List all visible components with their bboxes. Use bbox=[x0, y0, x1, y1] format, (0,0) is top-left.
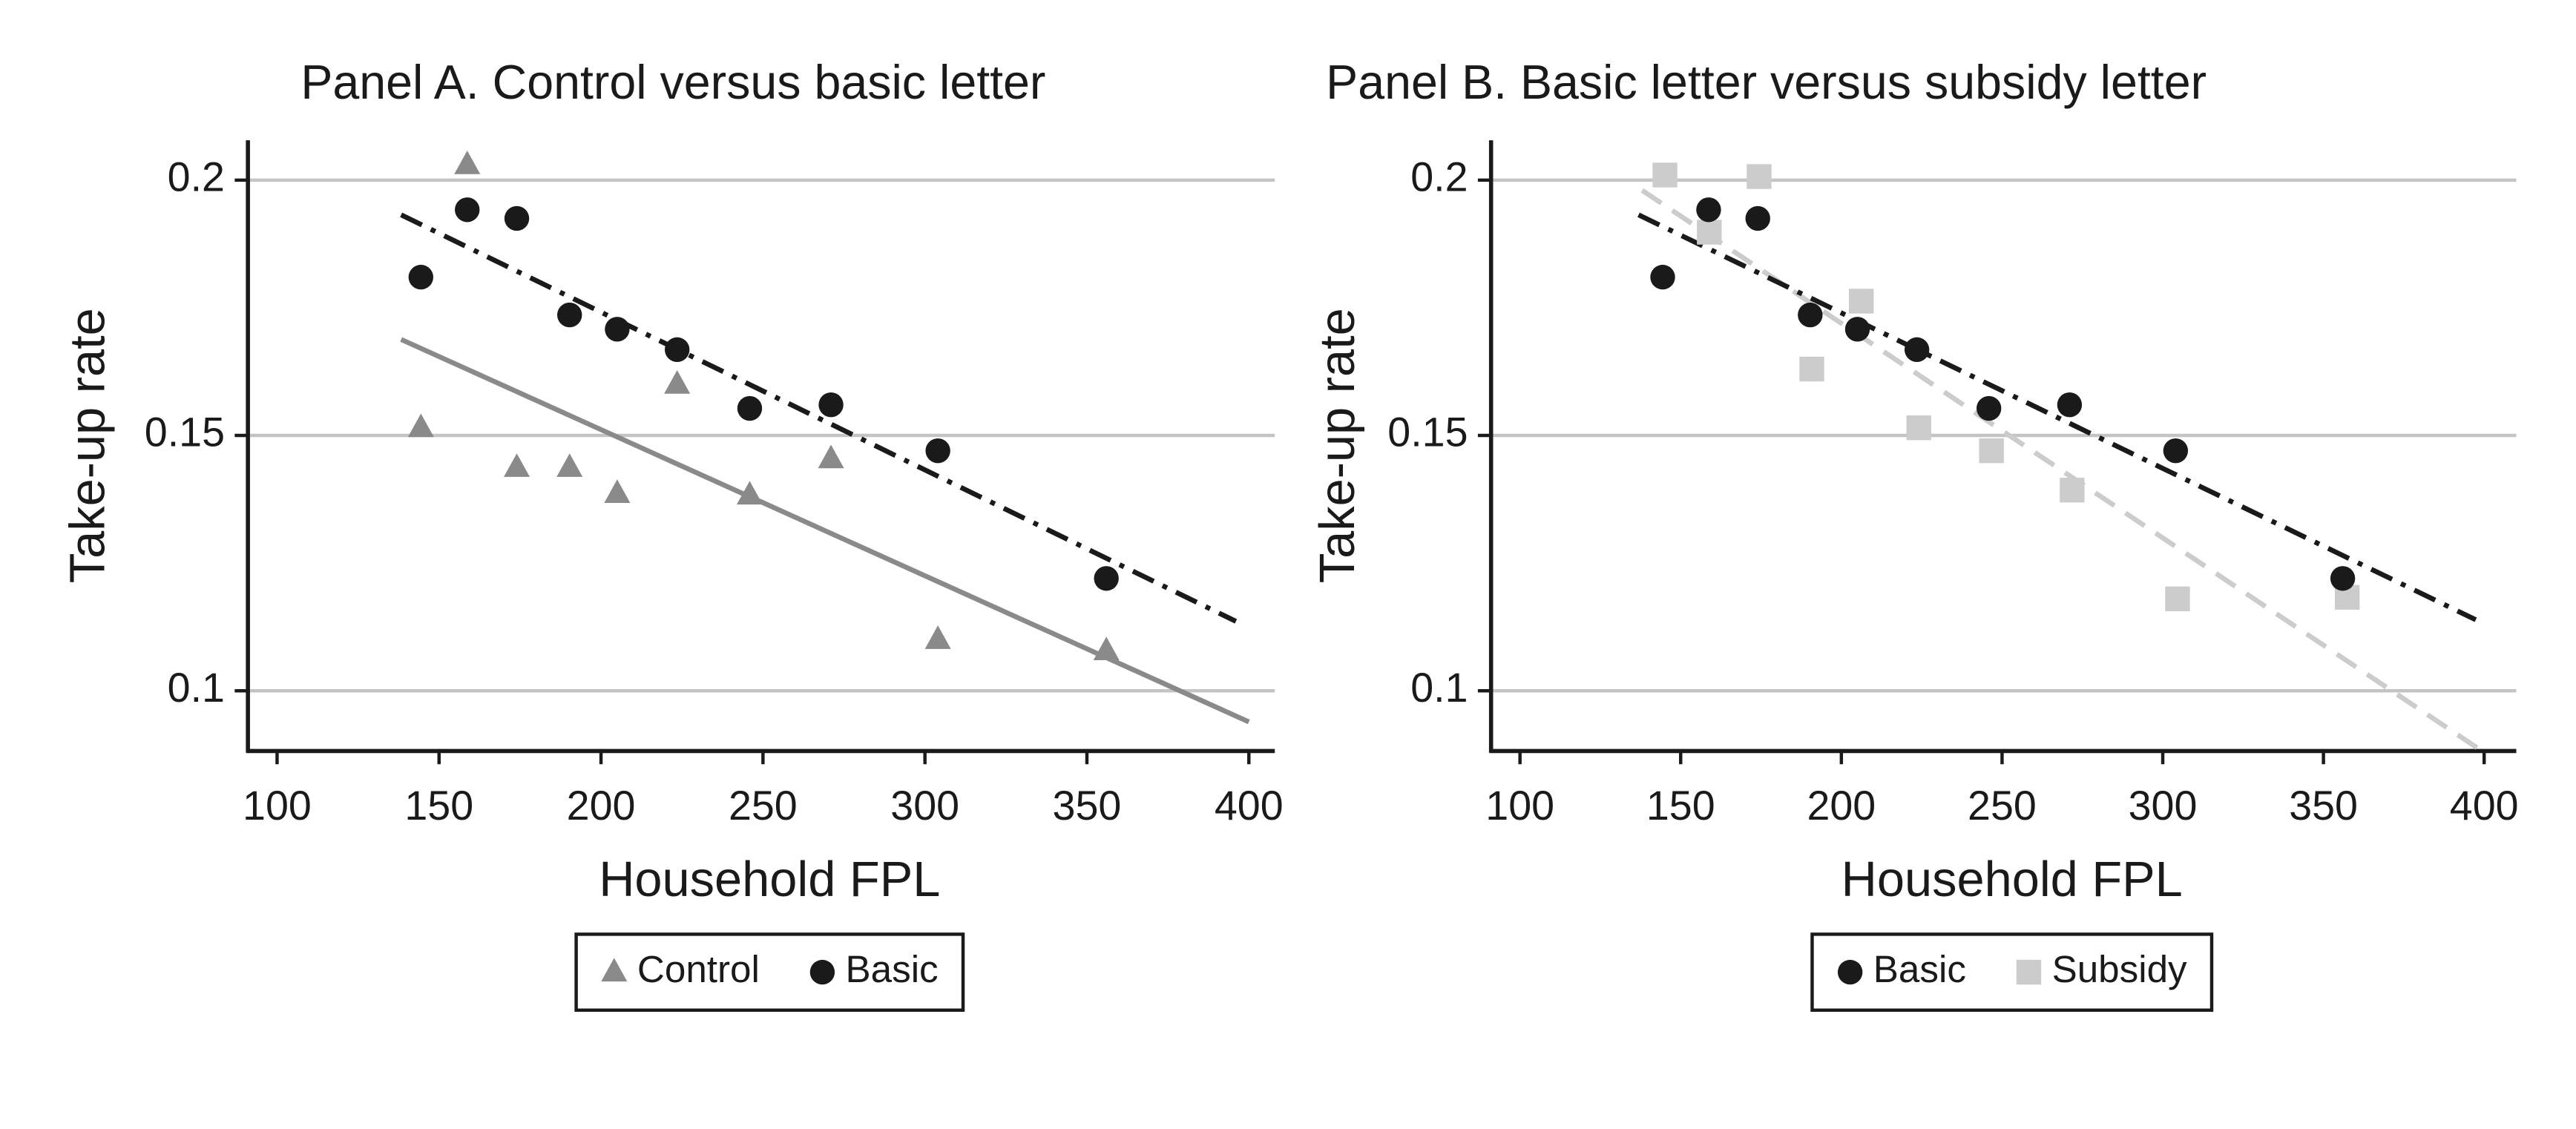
fit-line bbox=[1637, 212, 2477, 622]
fit-line bbox=[1640, 188, 2489, 757]
marker-square bbox=[1906, 415, 1931, 441]
marker-square bbox=[1799, 356, 1824, 382]
x-tick-label: 200 bbox=[1807, 783, 1876, 829]
x-tick-label: 400 bbox=[1215, 783, 1284, 829]
marker-triangle bbox=[664, 369, 691, 394]
x-tick-label: 250 bbox=[729, 783, 798, 829]
x-tick-label: 150 bbox=[404, 783, 473, 829]
marker-circle bbox=[557, 302, 582, 328]
y-axis-label: Take-up rate bbox=[60, 308, 115, 583]
marker-circle bbox=[1798, 302, 1823, 328]
x-tick-label: 300 bbox=[2129, 783, 2198, 829]
marker-square bbox=[2016, 959, 2042, 985]
x-axis-label: Household FPL bbox=[599, 852, 940, 907]
x-tick-label: 400 bbox=[2450, 783, 2519, 829]
x-tick-label: 200 bbox=[567, 783, 636, 829]
legend-box bbox=[574, 932, 965, 1013]
marker-square bbox=[2060, 477, 2085, 503]
marker-circle bbox=[1844, 317, 1870, 342]
marker-square bbox=[2165, 586, 2190, 611]
x-tick-label: 350 bbox=[1053, 783, 1122, 829]
panel: Panel A. Control versus basic letter 0.1 0… bbox=[60, 56, 1284, 1013]
legend: Control Basic bbox=[574, 932, 965, 1013]
marker-circle bbox=[1094, 566, 1119, 591]
fit-line bbox=[400, 212, 1238, 624]
marker-square bbox=[1652, 162, 1678, 188]
x-tick-label: 100 bbox=[1485, 783, 1554, 829]
legend-label: Basic bbox=[846, 948, 939, 990]
marker-square bbox=[1849, 289, 1874, 314]
marker-circle bbox=[809, 959, 835, 985]
x-tick-label: 250 bbox=[1968, 783, 2037, 829]
legend-label: Basic bbox=[1873, 948, 1966, 990]
marker-circle bbox=[455, 197, 480, 223]
marker-triangle bbox=[1093, 636, 1120, 661]
y-tick-label: 0.1 bbox=[1410, 665, 1468, 711]
marker-circle bbox=[504, 205, 530, 231]
marker-square bbox=[1979, 438, 2004, 464]
y-tick-label: 0.2 bbox=[168, 154, 225, 200]
marker-circle bbox=[1904, 337, 1930, 363]
marker-triangle bbox=[604, 479, 631, 504]
legend-label: Control bbox=[637, 948, 760, 990]
marker-circle bbox=[664, 337, 690, 363]
marker-circle bbox=[408, 264, 433, 290]
y-tick-label: 0.1 bbox=[168, 665, 225, 711]
marker-triangle bbox=[407, 413, 434, 438]
marker-circle bbox=[1837, 959, 1863, 985]
marker-circle bbox=[1696, 197, 1721, 223]
x-tick-label: 350 bbox=[2289, 783, 2358, 829]
x-tick-label: 100 bbox=[243, 783, 312, 829]
x-axis-label: Household FPL bbox=[1841, 852, 2183, 907]
y-tick-label: 0.15 bbox=[1387, 409, 1468, 455]
legend-label: Subsidy bbox=[2052, 948, 2187, 990]
marker-triangle bbox=[504, 453, 530, 477]
marker-circle bbox=[2057, 392, 2083, 418]
marker-circle bbox=[2163, 438, 2189, 464]
marker-triangle bbox=[454, 150, 481, 174]
y-tick-label: 0.15 bbox=[145, 409, 225, 455]
marker-circle bbox=[818, 392, 844, 418]
marker-circle bbox=[925, 438, 950, 464]
y-axis-label: Take-up rate bbox=[1310, 308, 1365, 583]
x-tick-label: 150 bbox=[1646, 783, 1715, 829]
panel-title: Panel B. Basic letter versus subsidy let… bbox=[1326, 56, 2207, 109]
marker-circle bbox=[1650, 264, 1675, 290]
panel: Panel B. Basic letter versus subsidy let… bbox=[1310, 56, 2519, 1013]
marker-circle bbox=[1745, 205, 1770, 231]
legend-box bbox=[1810, 932, 2214, 1013]
marker-square bbox=[1747, 164, 1772, 189]
marker-circle bbox=[1976, 395, 2002, 421]
y-tick-label: 0.2 bbox=[1410, 154, 1468, 200]
legend: Basic Subsidy bbox=[1810, 932, 2214, 1013]
x-tick-label: 300 bbox=[890, 783, 959, 829]
marker-triangle bbox=[556, 453, 583, 477]
marker-triangle bbox=[818, 444, 844, 469]
marker-circle bbox=[2330, 566, 2356, 591]
marker-triangle bbox=[924, 625, 951, 649]
marker-circle bbox=[737, 395, 763, 421]
marker-circle bbox=[605, 317, 630, 342]
marker-square bbox=[1697, 220, 1722, 245]
marker-triangle bbox=[601, 958, 628, 982]
marker-triangle bbox=[736, 481, 763, 505]
panel-title: Panel A. Control versus basic letter bbox=[300, 56, 1045, 109]
